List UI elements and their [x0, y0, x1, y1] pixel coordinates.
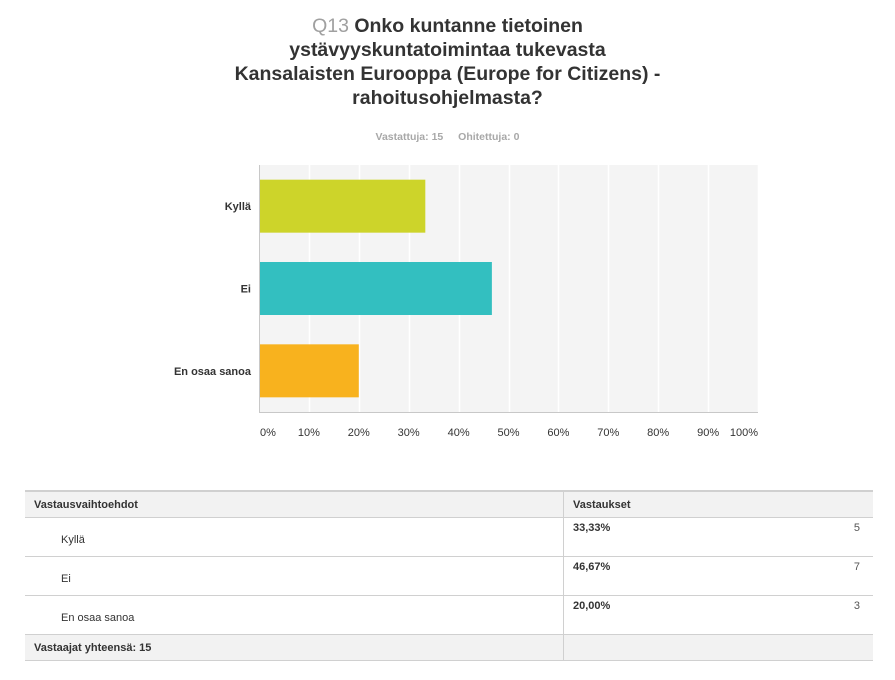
table-row: Ei 46,67% 7 — [25, 556, 873, 596]
category-label: En osaa sanoa — [174, 366, 252, 378]
total-respondents: Vastaajat yhteensä: 15 — [25, 634, 564, 661]
tick-label: 90% — [697, 427, 719, 439]
tick-label: 50% — [497, 427, 519, 439]
table-header-row: Vastausvaihtoehdot Vastaukset — [25, 490, 873, 518]
skipped-count: Ohitettuja: 0 — [458, 131, 520, 143]
chart-tick-labels: 0% 10% 20% 30% 40% 50% 60% 70% 80% 90% 100% — [260, 427, 758, 439]
category-label: Ei — [241, 284, 251, 296]
bar-2 — [260, 262, 492, 315]
question-text: Onko kuntanne tietoinen ystävyyskuntatoi… — [234, 15, 661, 109]
results-table: Vastausvaihtoehdot Vastaukset Kyllä 33,3… — [25, 490, 873, 661]
footer-empty-cell — [563, 634, 873, 661]
row-label: Kyllä — [25, 517, 564, 557]
tick-label: 20% — [348, 427, 370, 439]
table-row: Kyllä 33,33% 5 — [25, 517, 873, 557]
row-value: 33,33% 5 — [563, 517, 873, 557]
header-responses: Vastaukset — [563, 490, 873, 518]
answered-count: Vastattuja: 15 — [375, 131, 444, 143]
row-percent: 46,67% — [573, 561, 611, 573]
tick-label: 60% — [547, 427, 569, 439]
question-title: Q13 Onko kuntanne tietoinen ystävyyskunt… — [230, 14, 665, 110]
row-percent: 33,33% — [573, 522, 611, 534]
category-label: Kyllä — [225, 201, 252, 213]
question-number: Q13 — [312, 15, 349, 37]
row-value: 20,00% 3 — [563, 595, 873, 635]
row-label: En osaa sanoa — [25, 595, 564, 635]
tick-label: 30% — [398, 427, 420, 439]
response-meta: Vastattuja: 15 Ohitettuja: 0 — [0, 131, 895, 143]
header-options: Vastausvaihtoehdot — [25, 490, 564, 518]
table-footer-row: Vastaajat yhteensä: 15 — [25, 634, 873, 661]
table-row: En osaa sanoa 20,00% 3 — [25, 595, 873, 635]
tick-label: 0% — [260, 427, 276, 439]
bar-1 — [260, 179, 426, 233]
chart-category-labels: Kyllä Ei En osaa sanoa — [174, 201, 252, 378]
chart-bars — [260, 179, 492, 398]
row-count: 5 — [853, 522, 860, 534]
tick-label: 10% — [298, 427, 320, 439]
row-count: 7 — [853, 561, 860, 573]
row-count: 3 — [853, 600, 860, 612]
tick-label: 40% — [448, 427, 470, 439]
tick-label: 100% — [730, 427, 758, 439]
bar-chart: Kyllä Ei En osaa sanoa 0% 10% 20% 30% 40% 50% 60… — [174, 165, 760, 439]
row-value: 46,67% 7 — [563, 556, 873, 596]
row-percent: 20,00% — [573, 600, 611, 612]
row-label: Ei — [25, 556, 564, 596]
tick-label: 80% — [647, 427, 669, 439]
tick-label: 70% — [597, 427, 619, 439]
bar-3 — [260, 344, 359, 398]
